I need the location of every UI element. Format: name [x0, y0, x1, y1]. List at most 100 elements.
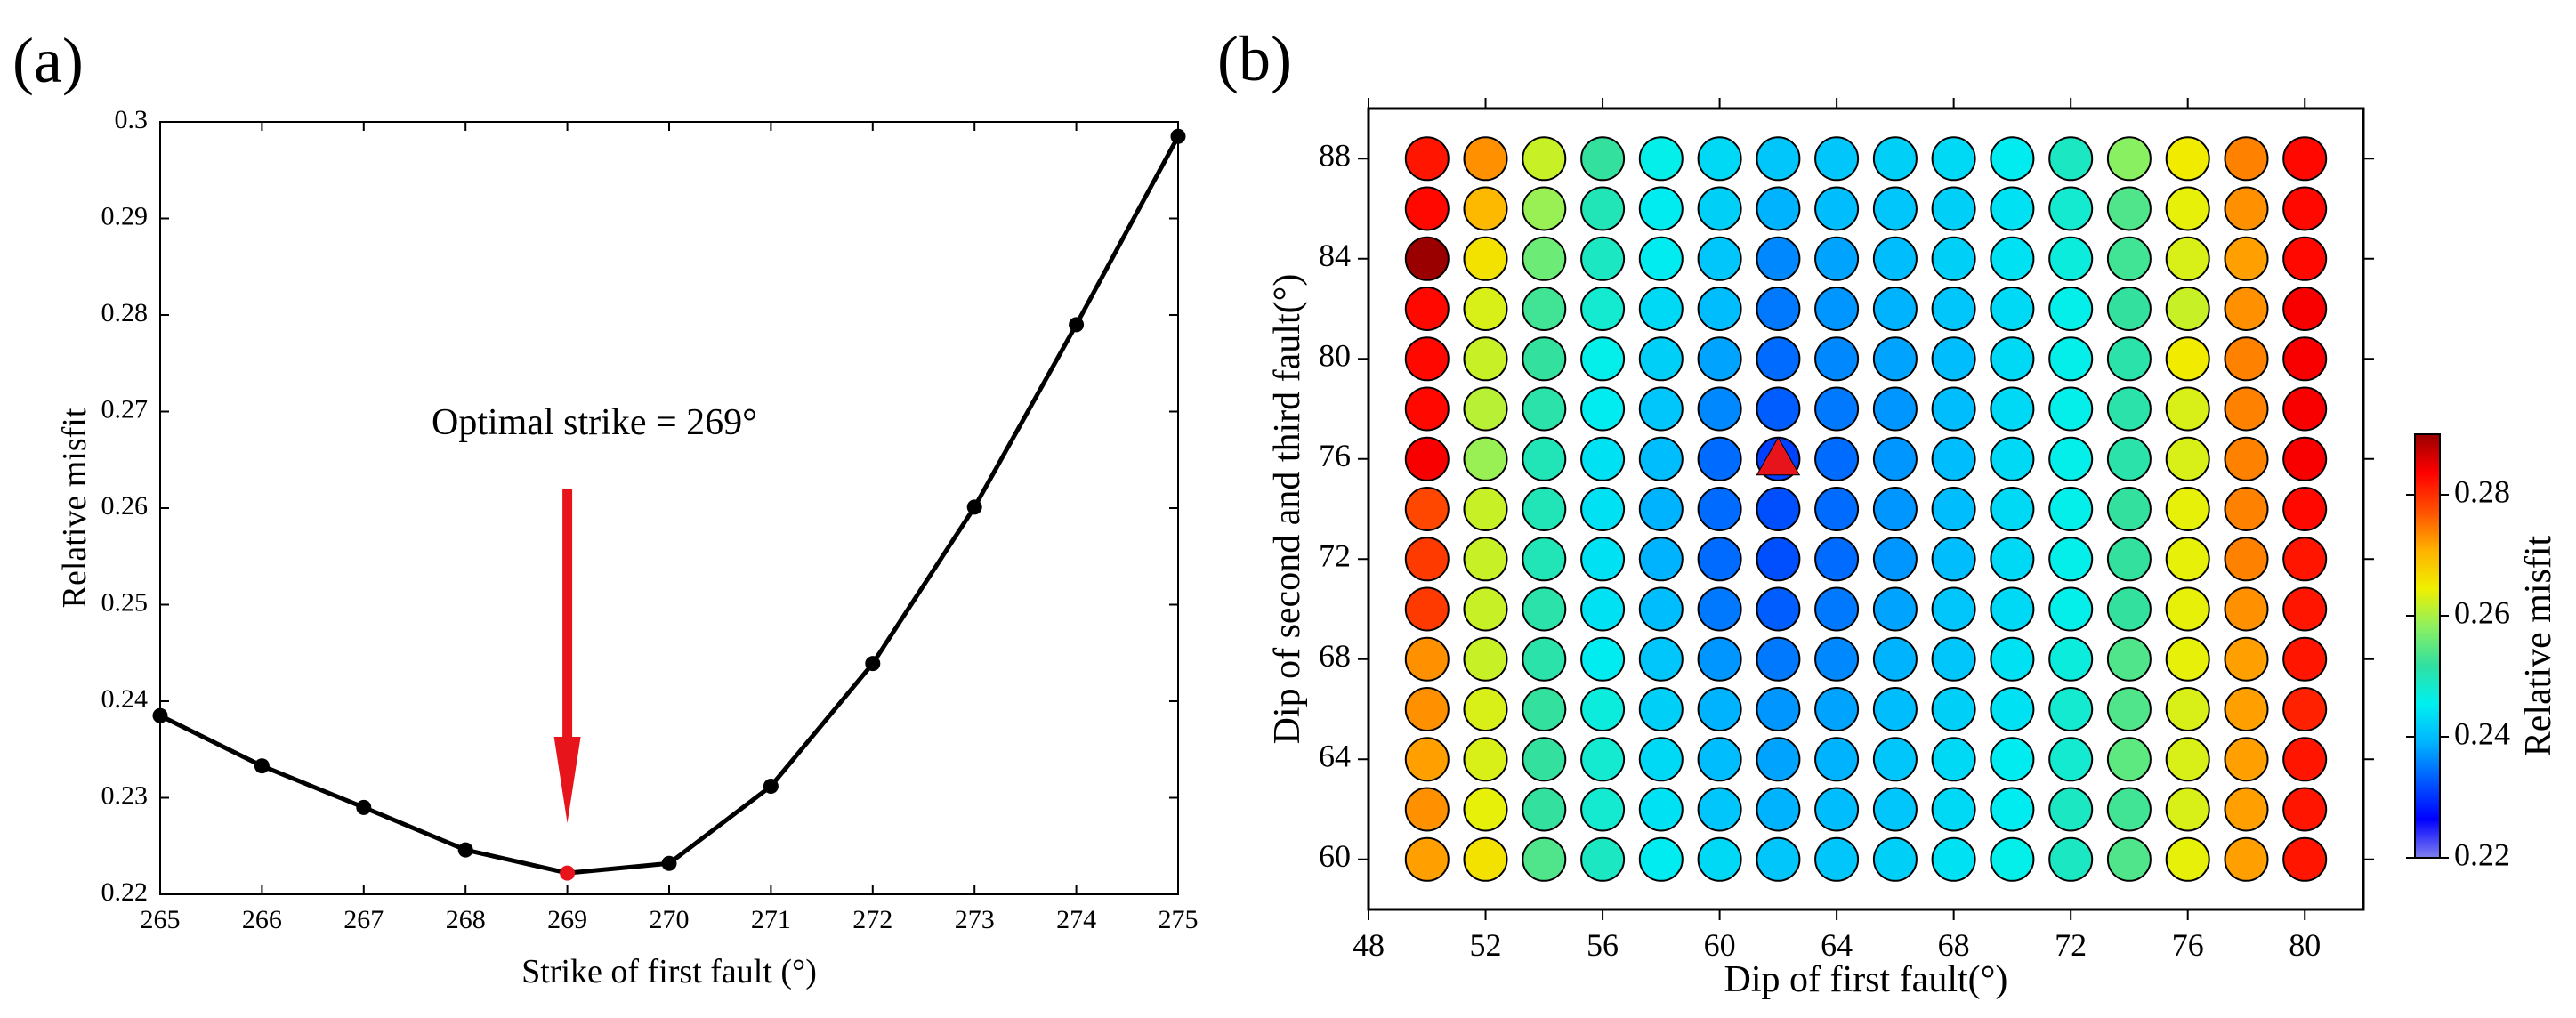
grid-point [1522, 236, 1567, 281]
data-point [763, 778, 779, 794]
grid-point [1756, 737, 1801, 782]
grid-point [2106, 787, 2152, 832]
grid-point [1990, 737, 2035, 782]
grid-point [1990, 136, 2035, 182]
data-point [966, 499, 982, 515]
y-tick-label: 0.29 [101, 201, 149, 230]
x-tick-label: 273 [955, 905, 995, 934]
grid-point [1522, 436, 1567, 481]
grid-point [1580, 636, 1626, 682]
panel-b-label: (b) [1217, 23, 1292, 94]
grid-point [1404, 136, 1450, 182]
panel-a-y-axis-label: Relative misfit [56, 408, 93, 608]
grid-point [1697, 636, 1742, 682]
grid-point [1638, 386, 1684, 432]
grid-point [1931, 737, 1976, 782]
grid-point [2282, 636, 2328, 682]
y-tick-label: 0.22 [101, 877, 149, 907]
grid-point [1872, 186, 1918, 231]
grid-point [1522, 336, 1567, 382]
grid-point [1872, 636, 1918, 682]
grid-point [2282, 336, 2328, 382]
grid-point [1990, 236, 2035, 281]
grid-point [2224, 236, 2269, 281]
grid-point [2282, 787, 2328, 832]
grid-point [1404, 436, 1450, 481]
grid-point [1872, 787, 1918, 832]
grid-point [2106, 487, 2152, 531]
grid-point [2165, 236, 2210, 281]
grid-point [2282, 136, 2328, 182]
grid-point [1404, 636, 1450, 682]
arrow-head [553, 737, 581, 823]
grid-point [1463, 436, 1508, 481]
data-point [356, 799, 372, 815]
grid-point [2282, 236, 2328, 281]
grid-point [1990, 636, 2035, 682]
data-point [865, 656, 881, 672]
grid-point [1522, 737, 1567, 782]
grid-point [1756, 136, 1801, 182]
grid-point [2282, 436, 2328, 481]
colorbar-tick-label: 0.26 [2454, 594, 2510, 630]
grid-point [1522, 287, 1567, 331]
panel-a-axes-box [159, 121, 1179, 895]
grid-point [1990, 487, 2035, 531]
grid-point [1814, 687, 1860, 731]
grid-point [2165, 537, 2210, 582]
panel-a-series [152, 128, 1186, 881]
data-point [661, 855, 677, 871]
grid-point [2165, 487, 2210, 531]
grid-point [1931, 236, 1976, 281]
grid-point [2282, 537, 2328, 582]
grid-point [1697, 436, 1742, 481]
grid-point [1990, 836, 2035, 882]
grid-point [1638, 836, 1684, 882]
grid-point [1872, 537, 1918, 582]
grid-point [1814, 636, 1860, 682]
y-tick-label: 0.3 [115, 105, 149, 134]
grid-point [1872, 386, 1918, 432]
optimal-strike-annotation: Optimal strike = 269° [432, 402, 757, 443]
grid-point [1404, 236, 1450, 281]
grid-point [1463, 687, 1508, 731]
y-tick-label: 64 [1319, 739, 1351, 774]
grid-point [1463, 136, 1508, 182]
grid-point [1580, 386, 1626, 432]
grid-point [1931, 836, 1976, 882]
grid-point [1990, 787, 2035, 832]
grid-point [1990, 386, 2035, 432]
grid-point [1638, 737, 1684, 782]
grid-point [1931, 787, 1976, 832]
grid-point [1990, 436, 2035, 481]
grid-point [2282, 586, 2328, 632]
grid-point [1638, 636, 1684, 682]
x-tick-label: 270 [650, 905, 690, 934]
grid-point [2048, 386, 2094, 432]
panel-b-y-axis-label: Dip of second and third fault(°) [1267, 274, 1308, 745]
data-point [1170, 128, 1186, 144]
grid-point [1522, 136, 1567, 182]
grid-point [2106, 687, 2152, 731]
optimal-strike-arrow [553, 489, 581, 823]
grid-point [2106, 386, 2152, 432]
grid-point [2282, 186, 2328, 231]
y-tick-label: 0.25 [101, 587, 149, 617]
grid-point [1638, 487, 1684, 531]
grid-point [1814, 336, 1860, 382]
grid-point [1580, 737, 1626, 782]
grid-point [1522, 787, 1567, 832]
grid-point [1697, 336, 1742, 382]
colorbar-label: Relative misfit [2518, 535, 2559, 756]
y-tick-label: 0.24 [101, 684, 149, 714]
grid-point [1638, 186, 1684, 231]
grid-point [1638, 436, 1684, 481]
grid-point [1697, 236, 1742, 281]
grid-point [2165, 687, 2210, 731]
misfit-line [158, 135, 1181, 876]
x-tick-label: 268 [446, 905, 486, 934]
grid-point [1990, 186, 2035, 231]
grid-point [1404, 737, 1450, 782]
grid-point [2224, 436, 2269, 481]
grid-point [1404, 836, 1450, 882]
